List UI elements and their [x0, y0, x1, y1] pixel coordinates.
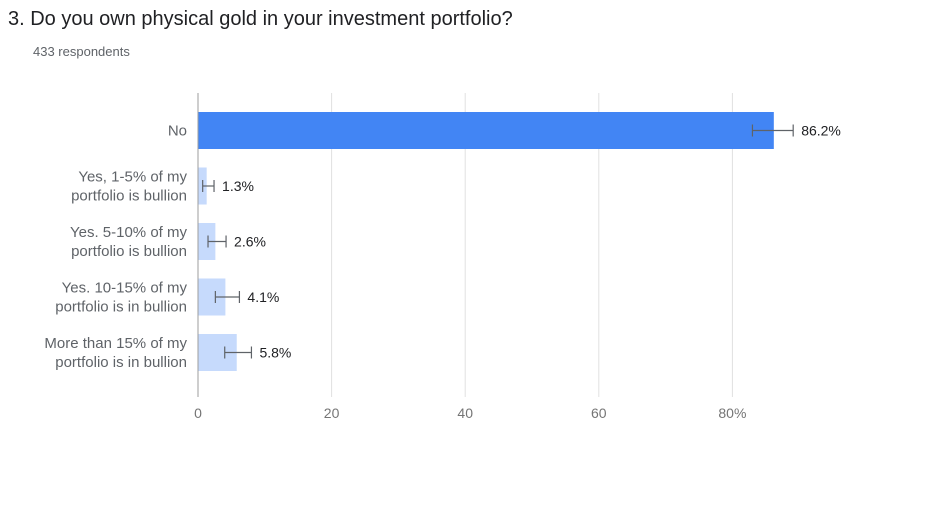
- bars: [198, 112, 774, 371]
- x-tick-label: 80%: [718, 405, 746, 421]
- data-label: 4.1%: [247, 289, 279, 305]
- category-label: Yes. 10-15% of my portfolio is in bullion: [55, 280, 187, 316]
- category-label-line: Yes. 10-15% of my: [62, 280, 188, 297]
- error-bars: [202, 124, 794, 359]
- data-label: 5.8%: [259, 345, 291, 361]
- respondent-count: 433 respondents: [33, 44, 130, 59]
- category-label-line: portfolio is bullion: [71, 188, 187, 205]
- bar: [198, 223, 216, 260]
- category-label-line: More than 15% of my: [44, 335, 187, 352]
- category-label-line: Yes, 1-5% of my: [78, 169, 187, 186]
- x-tick-label: 0: [194, 405, 202, 421]
- category-label: More than 15% of my portfolio is in bulli…: [44, 335, 187, 371]
- question-title: 3. Do you own physical gold in your inve…: [8, 8, 513, 30]
- data-label: 86.2%: [801, 123, 841, 139]
- category-label-line: No: [168, 123, 187, 140]
- x-tick-label: 40: [457, 405, 473, 421]
- category-label-line: Yes. 5-10% of my: [70, 224, 188, 241]
- category-label-line: portfolio is in bullion: [55, 299, 187, 316]
- category-label-line: portfolio is bullion: [71, 243, 187, 260]
- category-label: Yes, 1-5% of my portfolio is bullion: [71, 169, 187, 205]
- category-label-line: portfolio is in bullion: [55, 354, 187, 371]
- data-label: 2.6%: [234, 234, 266, 250]
- category-label: No: [168, 123, 187, 140]
- labels: 0 20 40 60 80% 86.2% No 1.3% Yes, 1-5% of my port…: [44, 123, 840, 422]
- data-label: 1.3%: [222, 178, 254, 194]
- x-tick-label: 20: [324, 405, 340, 421]
- bar: [198, 112, 774, 149]
- x-tick-label: 60: [591, 405, 607, 421]
- category-label: Yes. 5-10% of my portfolio is bullion: [70, 224, 188, 260]
